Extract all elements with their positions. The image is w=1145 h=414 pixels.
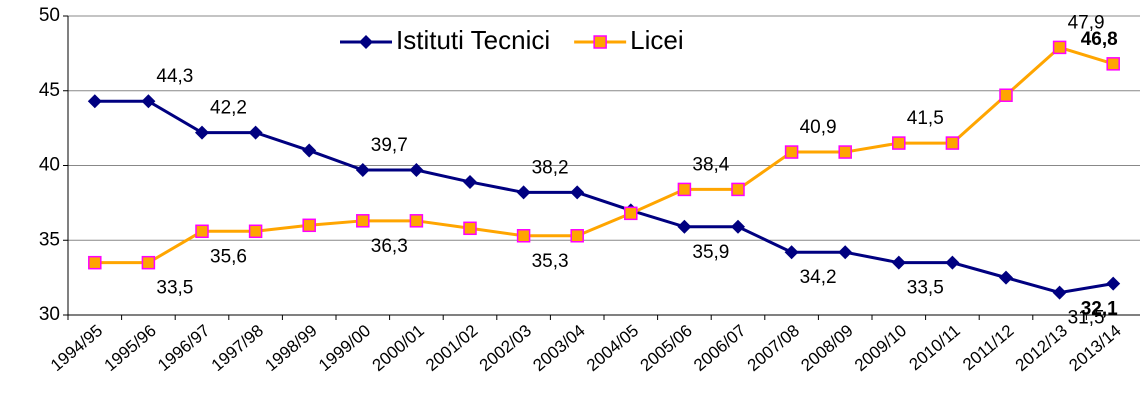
marker [302, 143, 317, 158]
x-tick-label: 2010/11 [906, 321, 964, 374]
data-label: 35,6 [210, 246, 247, 267]
x-tick-label: 2003/04 [529, 321, 588, 375]
x-tick-label: 1994/95 [47, 321, 106, 375]
y-tick-label: 30 [39, 304, 60, 325]
data-label: 32,1 [1081, 299, 1118, 320]
marker [677, 219, 692, 234]
x-tick-label: 2006/07 [690, 321, 749, 375]
marker [784, 145, 799, 159]
x-tick-label: 2004/05 [583, 321, 642, 375]
marker [999, 270, 1013, 285]
marker [516, 185, 531, 200]
marker [677, 182, 692, 197]
marker [1052, 40, 1067, 55]
marker [731, 219, 745, 234]
x-tick-label: 1999/00 [315, 321, 374, 375]
legend-label: Licei [630, 25, 683, 55]
marker [88, 255, 102, 270]
data-label: 44,3 [156, 66, 193, 87]
data-label: 36,3 [371, 236, 408, 257]
marker [945, 136, 960, 150]
marker [731, 182, 745, 197]
data-label: 31,5 [1068, 308, 1105, 329]
marker [1052, 285, 1067, 300]
marker [1106, 276, 1121, 291]
marker [838, 245, 853, 260]
marker [945, 255, 960, 270]
data-label: 33,5 [156, 278, 193, 299]
x-tick-label: 2001/02 [422, 321, 481, 375]
data-label: 46,8 [1081, 29, 1118, 50]
marker [409, 214, 424, 228]
marker [248, 224, 263, 239]
x-tick-label: 2005/06 [637, 321, 696, 375]
x-tick-label: 1995/96 [101, 321, 160, 375]
marker [516, 229, 531, 243]
data-label: 38,4 [692, 154, 729, 175]
marker [624, 206, 638, 221]
data-label: 35,3 [532, 251, 569, 272]
x-tick-label: 2007/08 [744, 321, 803, 375]
x-tick-label: 2009/10 [851, 321, 910, 375]
marker [87, 94, 102, 109]
marker [355, 162, 370, 177]
data-label: 40,9 [800, 117, 837, 138]
marker [1106, 57, 1120, 71]
x-tick-label: 2013/14 [1065, 321, 1124, 375]
marker [141, 255, 156, 270]
marker [463, 221, 477, 236]
marker [302, 218, 316, 233]
data-label: 38,2 [532, 157, 569, 178]
x-tick-label: 1997/98 [208, 321, 267, 375]
y-tick-label: 40 [39, 155, 60, 176]
legend-marker [359, 35, 373, 49]
marker [784, 245, 799, 260]
marker [570, 229, 584, 243]
data-label: 35,9 [692, 242, 729, 263]
data-label: 42,2 [210, 98, 247, 119]
x-tick-label: 2000/01 [369, 321, 428, 375]
x-tick-label: 1996/97 [154, 321, 213, 375]
y-tick-label: 50 [39, 5, 60, 26]
marker [999, 88, 1013, 102]
legend-label: Istituti Tecnici [396, 25, 550, 55]
marker [838, 145, 852, 159]
legend-marker [593, 35, 607, 49]
marker [409, 162, 424, 177]
marker [892, 136, 906, 150]
marker [570, 185, 585, 200]
marker [195, 224, 209, 239]
series-line [94, 45, 1114, 265]
data-label: 41,5 [907, 108, 944, 129]
y-tick-label: 35 [39, 229, 60, 250]
data-label: 47,9 [1068, 12, 1105, 33]
marker [463, 174, 477, 189]
legend: Istituti Tecnici Licei [300, 24, 766, 60]
y-tick-label: 45 [39, 80, 60, 101]
marker [141, 94, 156, 109]
data-label: 39,7 [371, 135, 408, 156]
marker [356, 214, 370, 228]
marker [891, 255, 906, 270]
x-tick-label: 1998/99 [261, 321, 320, 375]
x-tick-label: 2008/09 [797, 321, 856, 375]
series-line [94, 99, 1114, 295]
marker [248, 125, 263, 140]
data-label: 34,2 [800, 267, 837, 288]
x-tick-label: 2012/13 [1012, 321, 1071, 375]
data-label: 33,5 [907, 278, 944, 299]
marker [195, 125, 209, 140]
x-tick-label: 2011/12 [959, 321, 1017, 374]
x-tick-label: 2002/03 [476, 321, 535, 375]
